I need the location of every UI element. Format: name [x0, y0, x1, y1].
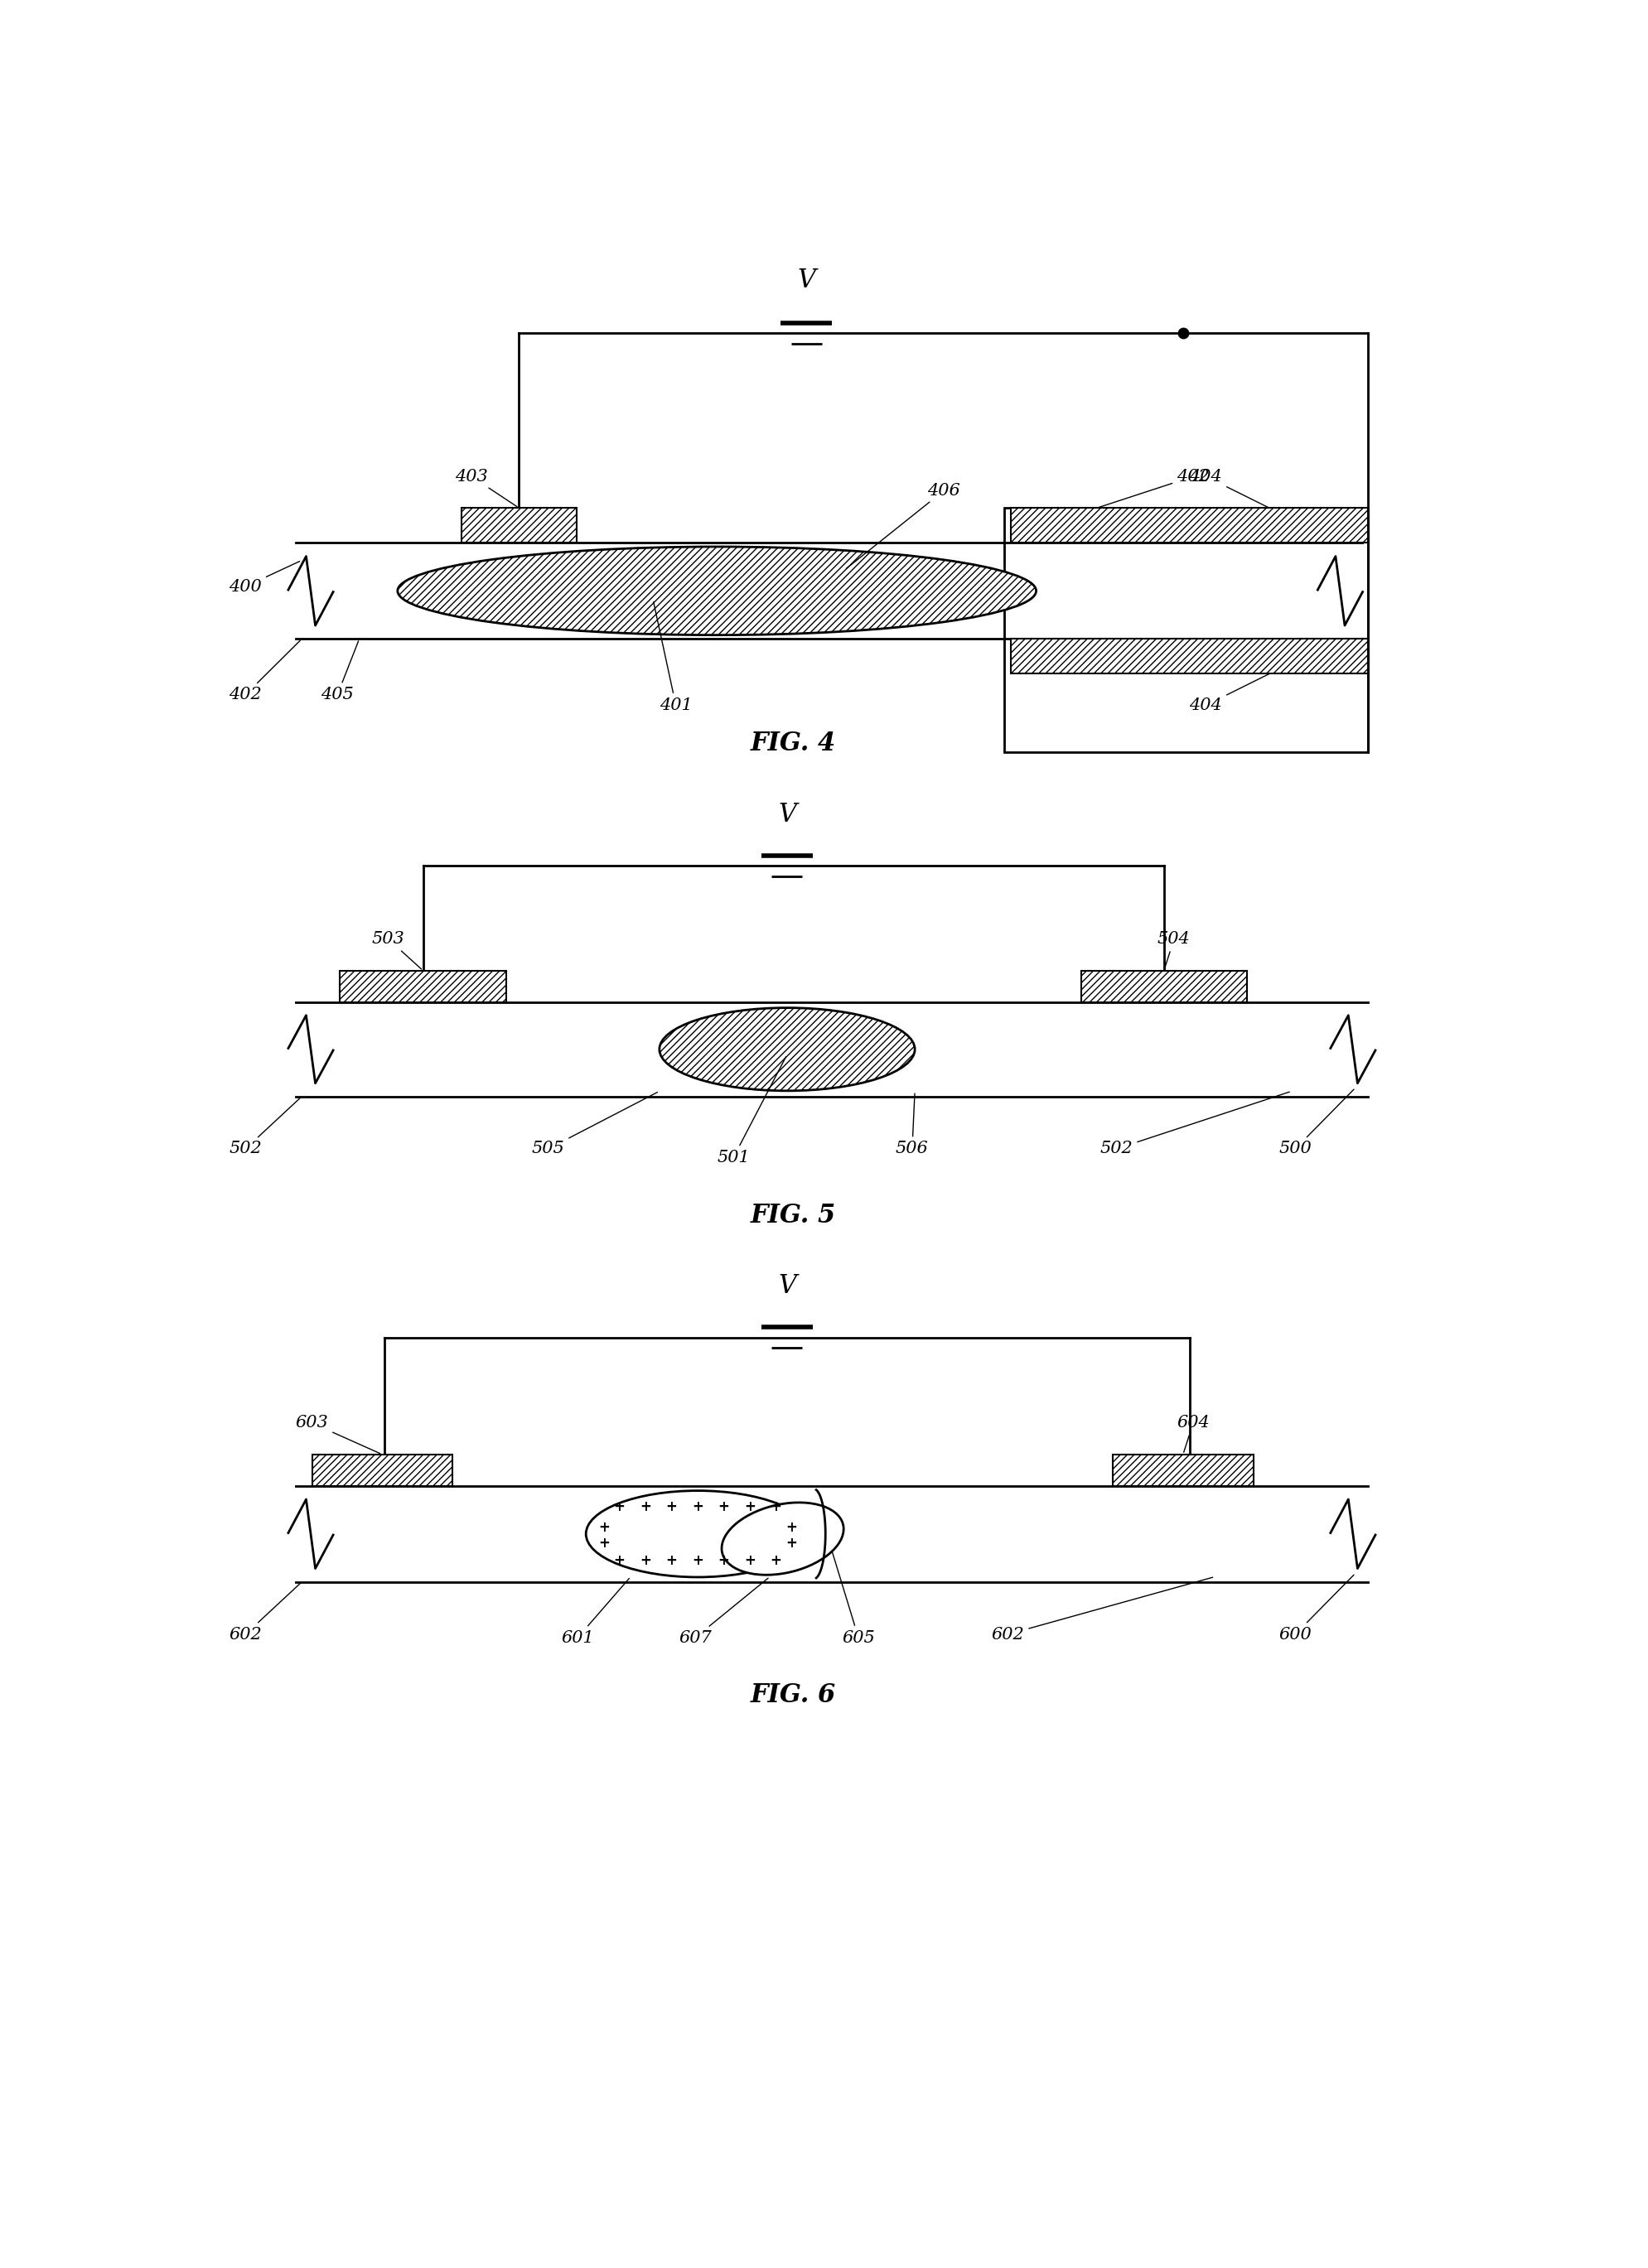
- Text: +: +: [770, 1499, 781, 1515]
- Text: 505: 505: [532, 1093, 658, 1157]
- Text: 605: 605: [827, 1535, 875, 1647]
- Text: +: +: [639, 1499, 651, 1515]
- Text: FIG. 4: FIG. 4: [751, 730, 836, 758]
- Bar: [1010, 640, 1368, 674]
- Text: 602: 602: [992, 1576, 1213, 1642]
- Text: +: +: [613, 1499, 625, 1515]
- Text: FIG. 5: FIG. 5: [751, 1202, 836, 1227]
- Text: V: V: [778, 1272, 796, 1300]
- Text: 402: 402: [229, 640, 300, 703]
- Text: +: +: [770, 1554, 781, 1567]
- Text: +: +: [719, 1499, 730, 1515]
- Text: 504: 504: [1157, 932, 1190, 968]
- Text: 603: 603: [295, 1415, 381, 1454]
- Text: +: +: [745, 1554, 756, 1567]
- Text: +: +: [598, 1520, 610, 1535]
- Text: +: +: [613, 1554, 625, 1567]
- Bar: [1081, 971, 1248, 1002]
- Text: +: +: [598, 1535, 610, 1551]
- Text: 607: 607: [679, 1579, 768, 1647]
- Bar: [1010, 508, 1368, 542]
- Ellipse shape: [397, 547, 1037, 635]
- Text: 404: 404: [1190, 469, 1302, 524]
- Text: +: +: [719, 1554, 730, 1567]
- Text: 401: 401: [654, 601, 692, 712]
- Ellipse shape: [659, 1007, 915, 1091]
- Text: 501: 501: [717, 1057, 786, 1166]
- Text: 502: 502: [229, 1098, 300, 1157]
- Text: 403: 403: [455, 469, 517, 506]
- Text: 601: 601: [560, 1579, 630, 1647]
- Text: 405: 405: [321, 642, 358, 703]
- Text: +: +: [692, 1554, 704, 1567]
- Text: +: +: [786, 1535, 798, 1551]
- Bar: [1004, 508, 1368, 753]
- Text: V: V: [798, 268, 816, 293]
- Bar: [1112, 1454, 1252, 1486]
- Text: 406: 406: [847, 483, 961, 569]
- Text: 500: 500: [1279, 1089, 1355, 1157]
- Ellipse shape: [722, 1501, 844, 1574]
- Bar: [311, 1454, 453, 1486]
- Text: 600: 600: [1279, 1574, 1355, 1642]
- Text: +: +: [639, 1554, 651, 1567]
- Text: +: +: [666, 1499, 677, 1515]
- Text: 503: 503: [372, 932, 422, 968]
- Text: 604: 604: [1177, 1415, 1210, 1452]
- Text: 502: 502: [1101, 1091, 1289, 1157]
- Text: +: +: [745, 1499, 756, 1515]
- Text: 402: 402: [1018, 469, 1210, 533]
- Bar: [339, 971, 506, 1002]
- Text: 602: 602: [229, 1583, 300, 1642]
- Text: V: V: [778, 803, 796, 828]
- Text: +: +: [692, 1499, 704, 1515]
- Text: 404: 404: [1190, 658, 1302, 712]
- Bar: [461, 508, 577, 542]
- Text: +: +: [666, 1554, 677, 1567]
- Text: +: +: [786, 1520, 798, 1535]
- Text: FIG. 6: FIG. 6: [751, 1683, 836, 1708]
- Ellipse shape: [587, 1490, 809, 1576]
- Text: 400: 400: [229, 560, 300, 594]
- Text: 506: 506: [897, 1093, 928, 1157]
